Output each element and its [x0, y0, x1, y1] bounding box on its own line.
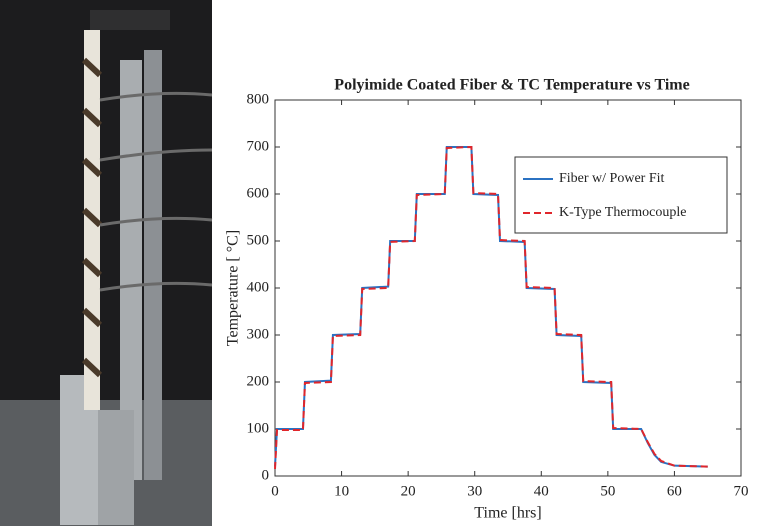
y-axis-label: Temperature [ °C] [225, 230, 242, 346]
photo-cable [99, 91, 213, 292]
photo-rail [120, 60, 142, 480]
legend-box [514, 156, 728, 234]
x-tick-label: 30 [467, 483, 482, 499]
series-line [274, 145, 708, 470]
y-tick-label: 500 [247, 232, 270, 248]
x-tick-label: 60 [667, 483, 682, 499]
photo-wire [81, 57, 103, 378]
x-tick-label: 20 [401, 483, 416, 499]
x-tick-label: 50 [600, 483, 615, 499]
chart-title: Polyimide Coated Fiber & TC Temperature … [334, 77, 689, 94]
x-tick-label: 10 [334, 483, 349, 499]
y-tick-label: 400 [247, 279, 270, 295]
legend-label: K-Type Thermocouple [559, 205, 686, 220]
x-tick-label: 70 [734, 483, 749, 499]
x-axis-label: Time [hrs] [474, 505, 541, 522]
x-tick-label: 40 [534, 483, 549, 499]
y-tick-label: 600 [247, 185, 270, 201]
plot-frame [274, 99, 742, 477]
photo-tube [98, 410, 134, 525]
y-tick-label: 0 [262, 467, 270, 483]
photo-rail [144, 50, 162, 480]
x-tick-label: 0 [271, 483, 279, 499]
photo [0, 0, 213, 526]
y-tick-label: 700 [247, 138, 270, 154]
y-tick-label: 800 [247, 91, 270, 107]
y-tick-label: 100 [247, 420, 270, 436]
photo-clamp [90, 10, 170, 30]
y-tick-label: 300 [247, 326, 270, 342]
y-tick-label: 200 [247, 373, 270, 389]
legend-label: Fiber w/ Power Fit [559, 171, 665, 186]
